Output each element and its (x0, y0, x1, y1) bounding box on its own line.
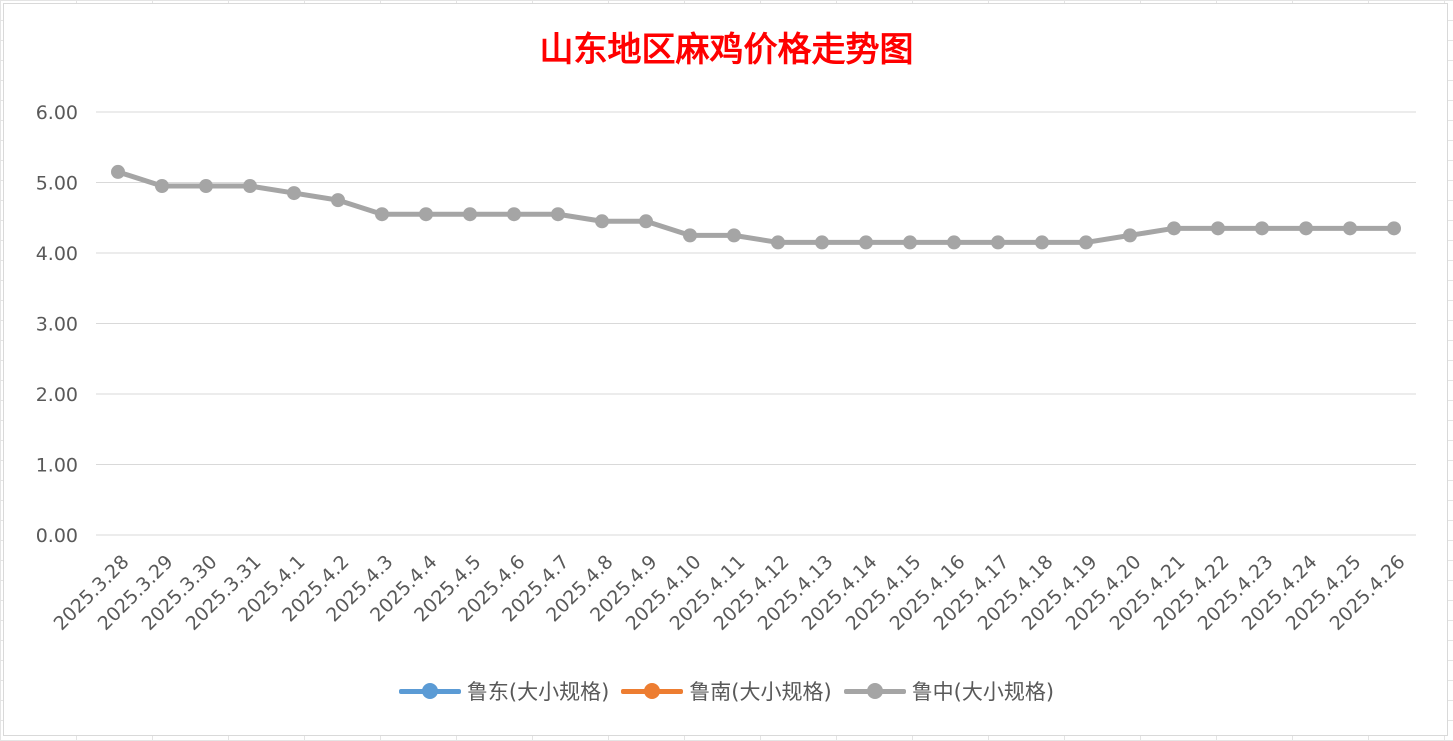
legend-label: 鲁中(大小规格) (911, 680, 1055, 704)
legend-swatch (621, 681, 684, 701)
data-point (199, 179, 213, 194)
data-point (243, 179, 257, 194)
data-point (1035, 235, 1049, 250)
data-point (859, 235, 873, 250)
chart-area[interactable] (3, 3, 1448, 736)
y-tick-label: 4.00 (36, 243, 78, 265)
data-point (771, 235, 785, 250)
data-point (815, 235, 829, 250)
data-point (1211, 221, 1225, 236)
legend-label: 鲁南(大小规格) (689, 680, 832, 704)
data-point (111, 164, 125, 179)
y-tick-label: 6.00 (36, 102, 78, 124)
y-tick-label: 5.00 (36, 173, 78, 195)
series-line (115, 169, 1397, 245)
data-point (991, 235, 1005, 250)
data-point (507, 207, 521, 222)
data-point (947, 235, 961, 250)
data-point (419, 207, 433, 222)
data-point (683, 228, 697, 243)
data-point (1079, 235, 1093, 250)
y-tick-label: 3.00 (36, 314, 78, 336)
data-point (1255, 221, 1269, 236)
chart-title: 山东地区麻鸡价格走势图 (539, 30, 914, 70)
legend-swatch (843, 681, 906, 701)
data-point (551, 207, 565, 222)
y-tick-label: 2.00 (36, 384, 78, 406)
data-point (595, 214, 609, 229)
data-point (155, 179, 169, 194)
data-point (639, 214, 653, 229)
data-point (1167, 221, 1181, 236)
data-point (1387, 221, 1401, 236)
legend-item: 鲁南(大小规格) (621, 676, 832, 706)
data-point (1343, 221, 1357, 236)
y-tick-label: 0.00 (36, 525, 78, 547)
data-point (1299, 221, 1313, 236)
chart-legend: 鲁东(大小规格) 鲁南(大小规格) 鲁中(大小规格) (0, 676, 1453, 706)
y-tick-label: 1.00 (36, 455, 78, 477)
data-point (903, 235, 917, 250)
legend-item: 鲁东(大小规格) (398, 676, 610, 706)
data-point (375, 207, 389, 222)
data-point (331, 193, 345, 208)
legend-swatch (398, 681, 461, 701)
legend-label: 鲁东(大小规格) (466, 680, 610, 704)
data-point (463, 207, 477, 222)
data-point (727, 228, 741, 243)
data-point (287, 186, 301, 201)
data-point (1123, 228, 1137, 243)
legend-item: 鲁中(大小规格) (843, 676, 1055, 706)
